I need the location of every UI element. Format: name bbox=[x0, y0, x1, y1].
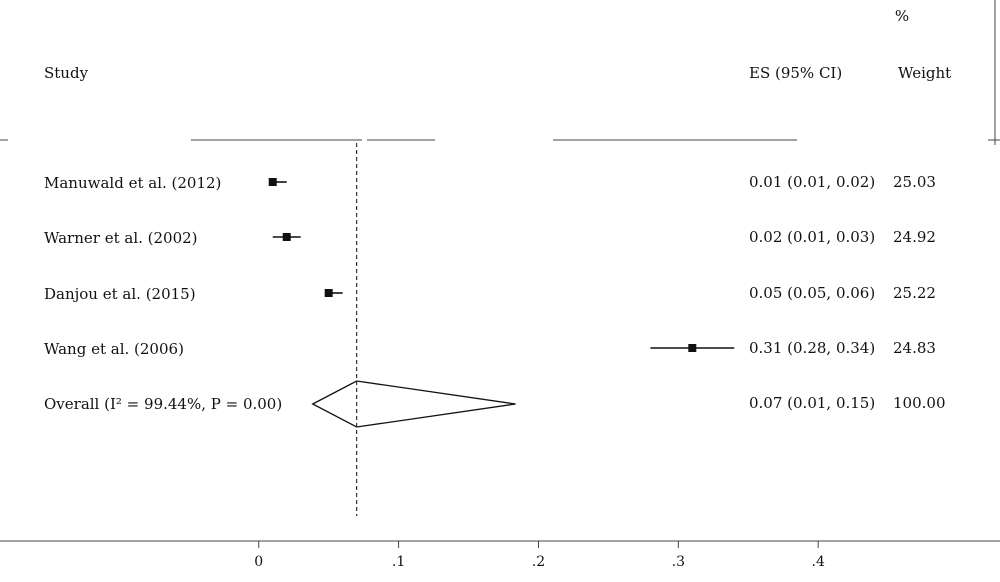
study-ci-text: 0.02 (0.01, 0.03) bbox=[749, 228, 875, 246]
x-axis-tick-label: .1 bbox=[392, 554, 405, 570]
study-label: Danjou et al. (2015) bbox=[44, 285, 196, 303]
weight-unit-label: % bbox=[895, 7, 909, 25]
study-rows: Manuwald et al. (2012) 0.01 (0.01, 0.02) 2… bbox=[44, 173, 936, 358]
x-axis-tick-label: .2 bbox=[532, 554, 545, 570]
study-ci-text: 0.05 (0.05, 0.06) bbox=[749, 284, 875, 302]
study-ci-text: 0.31 (0.28, 0.34) bbox=[749, 339, 875, 357]
overall-label: Overall (I² = 99.44%, P = 0.00) bbox=[44, 395, 282, 413]
x-axis-ticks: 0 .1 .2 .3 .4 bbox=[254, 541, 825, 570]
study-weight-text: 25.22 bbox=[893, 284, 936, 302]
study-point-marker bbox=[268, 178, 277, 186]
study-row: Manuwald et al. (2012) 0.01 (0.01, 0.02) 2… bbox=[44, 173, 936, 192]
study-ci-text: 0.01 (0.01, 0.02) bbox=[749, 173, 875, 191]
x-axis-tick-label: .3 bbox=[672, 554, 685, 570]
weight-header: Weight bbox=[898, 64, 951, 82]
es-header: ES (95% CI) bbox=[749, 64, 842, 82]
study-row: Danjou et al. (2015) 0.05 (0.05, 0.06) 25.… bbox=[44, 284, 936, 303]
study-label: Manuwald et al. (2012) bbox=[44, 174, 221, 192]
overall-row: Overall (I² = 99.44%, P = 0.00) 0.07 (0.… bbox=[44, 380, 946, 428]
study-point-marker bbox=[282, 233, 291, 241]
study-label: Warner et al. (2002) bbox=[44, 229, 198, 247]
study-row: Wang et al. (2006) 0.31 (0.28, 0.34) 24.83 bbox=[44, 339, 936, 358]
study-header: Study bbox=[44, 64, 89, 82]
x-axis-tick-label: .4 bbox=[812, 554, 825, 570]
study-point-marker bbox=[324, 289, 333, 297]
overall-diamond bbox=[311, 380, 516, 428]
study-point-marker bbox=[688, 344, 697, 352]
overall-weight-text: 100.00 bbox=[893, 394, 946, 412]
study-weight-text: 24.92 bbox=[893, 228, 936, 246]
overall-ci-text: 0.07 (0.01, 0.15) bbox=[749, 394, 875, 412]
x-axis-tick-label: 0 bbox=[254, 554, 263, 570]
study-row: Warner et al. (2002) 0.02 (0.01, 0.03) 24.… bbox=[44, 228, 936, 247]
study-weight-text: 25.03 bbox=[893, 173, 936, 191]
study-weight-text: 24.83 bbox=[893, 339, 936, 357]
study-label: Wang et al. (2006) bbox=[44, 340, 184, 358]
